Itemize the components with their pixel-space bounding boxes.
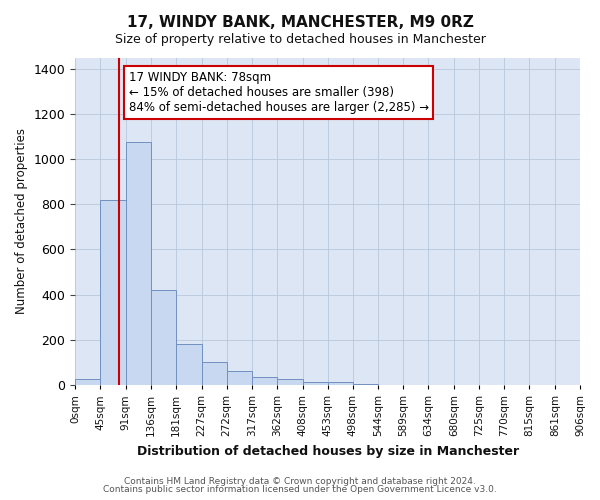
X-axis label: Distribution of detached houses by size in Manchester: Distribution of detached houses by size … bbox=[137, 444, 518, 458]
Text: Contains HM Land Registry data © Crown copyright and database right 2024.: Contains HM Land Registry data © Crown c… bbox=[124, 477, 476, 486]
Text: Size of property relative to detached houses in Manchester: Size of property relative to detached ho… bbox=[115, 32, 485, 46]
Bar bbox=[328, 382, 353, 385]
Bar bbox=[151, 290, 176, 385]
Bar bbox=[277, 380, 302, 385]
Text: 17 WINDY BANK: 78sqm
← 15% of detached houses are smaller (398)
84% of semi-deta: 17 WINDY BANK: 78sqm ← 15% of detached h… bbox=[128, 71, 429, 114]
Bar bbox=[126, 142, 151, 385]
Text: Contains public sector information licensed under the Open Government Licence v3: Contains public sector information licen… bbox=[103, 485, 497, 494]
Bar bbox=[353, 384, 378, 385]
Bar bbox=[252, 376, 277, 385]
Bar bbox=[227, 372, 252, 385]
Bar bbox=[302, 382, 328, 385]
Y-axis label: Number of detached properties: Number of detached properties bbox=[15, 128, 28, 314]
Bar bbox=[100, 200, 126, 385]
Bar bbox=[75, 380, 100, 385]
Bar bbox=[202, 362, 227, 385]
Text: 17, WINDY BANK, MANCHESTER, M9 0RZ: 17, WINDY BANK, MANCHESTER, M9 0RZ bbox=[127, 15, 473, 30]
Bar bbox=[176, 344, 202, 385]
